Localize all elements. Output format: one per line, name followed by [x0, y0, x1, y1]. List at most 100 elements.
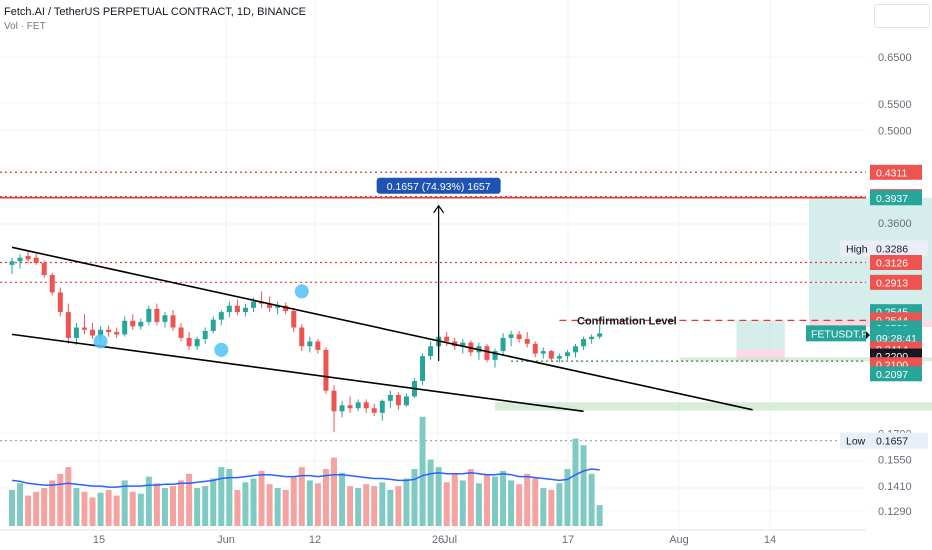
- volume-bar: [322, 469, 329, 526]
- zones-layer: [495, 197, 932, 411]
- volume-bar: [57, 473, 64, 526]
- candle: [234, 299, 240, 316]
- time-tick-label: Aug: [669, 534, 689, 546]
- candle: [65, 303, 71, 344]
- volume-bar: [210, 478, 217, 526]
- candle-body: [178, 327, 184, 338]
- volume-bar: [387, 489, 394, 526]
- candle-body: [371, 408, 377, 413]
- candle-body: [138, 321, 144, 327]
- candle-body: [130, 320, 136, 327]
- volume-bar: [314, 483, 321, 526]
- volume-ma-line: [11, 468, 600, 488]
- candle-body: [492, 351, 498, 360]
- volume-bar: [234, 489, 241, 526]
- candle-body: [299, 327, 305, 347]
- time-tick-label: Jul: [443, 534, 457, 546]
- price-marker-box: [870, 255, 922, 271]
- volume-bar: [81, 491, 88, 526]
- candle-body: [90, 329, 95, 336]
- candle-body: [154, 308, 160, 322]
- candle-body: [500, 337, 506, 352]
- candle: [138, 318, 144, 330]
- volume-bar: [121, 480, 128, 526]
- volume-bar: [556, 483, 563, 526]
- candle-body: [508, 334, 514, 338]
- candle: [122, 316, 128, 337]
- volume-bar: [218, 467, 225, 526]
- volume-bar: [347, 486, 354, 526]
- chart-settings-box[interactable]: [874, 4, 930, 28]
- candle-body: [73, 327, 79, 338]
- trend-line: [11, 333, 584, 413]
- candle: [540, 347, 546, 359]
- candle-body: [589, 336, 595, 340]
- candle-body: [17, 257, 23, 262]
- touch-point-marker: [93, 334, 108, 349]
- candle: [476, 342, 482, 360]
- candle: [146, 305, 152, 326]
- time-tick-label: 14: [764, 534, 776, 546]
- candle: [532, 341, 538, 358]
- candle: [81, 314, 87, 335]
- candle-body: [218, 312, 224, 320]
- candle-body: [267, 303, 273, 308]
- candle: [226, 301, 232, 318]
- candle-body: [33, 257, 39, 264]
- candle: [114, 327, 120, 338]
- candle-body: [556, 356, 562, 359]
- measure-label-text: 0.1657 (74.93%) 1657: [387, 181, 491, 193]
- volume-bar: [65, 467, 72, 526]
- price-marker-text: 0.1657: [876, 436, 908, 448]
- candle-body: [307, 341, 313, 347]
- horizontal-levels-layer: [0, 171, 866, 442]
- candle-body: [355, 402, 361, 409]
- candle-body: [114, 332, 120, 335]
- volume-bar: [89, 497, 96, 526]
- volume-bar: [73, 488, 80, 526]
- volume-bar: [194, 488, 201, 526]
- axes-layer: 0.65000.55000.50000.36000.17000.15500.14…: [0, 52, 912, 546]
- volume-bar: [492, 476, 498, 526]
- candle: [387, 390, 393, 409]
- candle-body: [564, 352, 570, 357]
- measure-arrow-head: [433, 204, 445, 214]
- volume-bar: [411, 469, 418, 526]
- volume-bar: [371, 486, 378, 526]
- candle-body: [428, 346, 434, 357]
- price-tick-label: 0.5500: [878, 99, 912, 111]
- candle: [484, 343, 490, 363]
- volume-bar: [588, 473, 595, 526]
- candle-body: [194, 339, 200, 347]
- touch-point-marker: [294, 284, 309, 299]
- candle: [33, 252, 39, 265]
- volume-layer: [9, 416, 603, 526]
- time-tick-label: Jun: [217, 534, 235, 546]
- volume-bar: [427, 459, 434, 526]
- confirmation-level-label: Confirmation Level: [577, 315, 677, 327]
- volume-bar: [564, 469, 571, 526]
- candle-body: [291, 311, 297, 328]
- symbol-label-box: [806, 325, 866, 342]
- drawings-layer: 0.1657 (74.93%) 1657 Confirmation Level: [11, 177, 753, 413]
- volume-bar: [266, 484, 273, 526]
- volume-bar: [508, 480, 515, 526]
- volume-bar: [331, 457, 337, 526]
- price-marker-text: 0.3937: [876, 193, 908, 205]
- candle: [524, 332, 530, 348]
- stop-zone: [736, 349, 785, 362]
- candle-body: [548, 351, 554, 359]
- price-tick-label: 0.3600: [878, 218, 912, 230]
- candle: [556, 353, 562, 363]
- candle: [331, 385, 337, 432]
- candle: [428, 341, 434, 360]
- chart-title: Fetch.AI / TetherUS PERPETUAL CONTRACT, …: [4, 6, 306, 18]
- volume-bar: [202, 486, 209, 526]
- candle-body: [484, 346, 490, 360]
- time-tick-label: 15: [93, 534, 105, 546]
- candle: [210, 316, 216, 334]
- candle-body: [540, 351, 546, 354]
- volume-indicator-label: Vol · FET: [4, 21, 46, 32]
- candle: [242, 303, 248, 317]
